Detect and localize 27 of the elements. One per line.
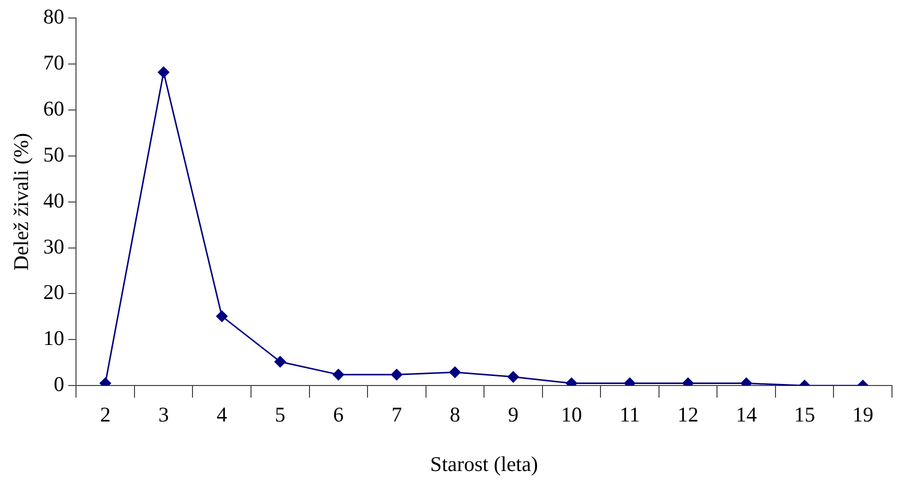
y-tick-label: 50: [43, 142, 64, 166]
point: [216, 310, 228, 322]
y-tick-label: 20: [43, 280, 64, 304]
x-tick-label: 4: [216, 402, 228, 427]
x-tick-label: 15: [794, 402, 816, 427]
x-tick-label: 9: [508, 402, 518, 427]
y-tick-label: 70: [43, 50, 64, 74]
x-tick-label: 2: [100, 402, 111, 427]
point: [158, 66, 170, 78]
y-tick-label: 10: [43, 326, 64, 350]
x-tick-label: 5: [274, 402, 286, 427]
x-tick-label: 11: [620, 402, 640, 427]
y-tick-label: 80: [43, 4, 64, 29]
y-tick-label: 30: [43, 234, 64, 258]
x-tick-label: 8: [450, 402, 460, 427]
y-tick-label: 0: [54, 372, 64, 396]
x-tick-label: 6: [333, 402, 344, 427]
x-tick-label: 10: [561, 402, 582, 427]
x-axis-title: Starost (leta): [430, 452, 538, 476]
y-axis-title: Delež živali (%): [9, 133, 34, 271]
x-tick-label: 7: [391, 402, 402, 427]
x-tick-label: 19: [852, 402, 874, 427]
y-tick-label: 40: [43, 188, 64, 212]
x-tick-label: 12: [678, 402, 699, 427]
y-tick-label: 60: [43, 96, 64, 120]
x-tick-label: 14: [736, 402, 758, 427]
x-tick-label: 3: [158, 402, 169, 427]
